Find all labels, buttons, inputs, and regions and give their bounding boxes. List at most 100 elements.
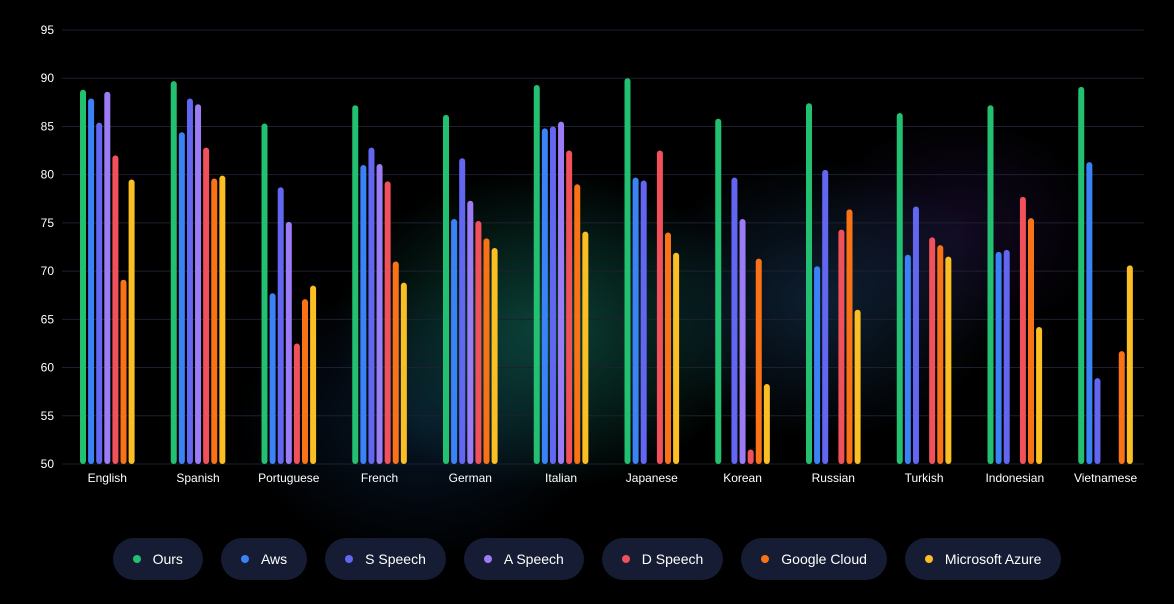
- legend-item-microsoft-azure[interactable]: Microsoft Azure: [904, 538, 1062, 580]
- bar-google-cloud-spanish: [211, 178, 218, 464]
- bar-ours-english: [80, 89, 86, 464]
- bar-d-speech-turkish: [929, 237, 936, 464]
- y-tick-label: 55: [41, 409, 55, 423]
- bar-ours-german: [443, 114, 449, 465]
- bar-aws-english: [88, 98, 95, 464]
- legend-dot-icon: [761, 555, 770, 563]
- bar-ours-korean: [715, 118, 722, 465]
- bar-google-cloud-german: [483, 238, 490, 464]
- bar-google-cloud-portuguese: [302, 299, 308, 464]
- x-tick-label: Turkish: [905, 471, 944, 485]
- bar-aws-vietnamese: [1086, 162, 1093, 464]
- x-tick-label: Indonesian: [985, 471, 1044, 485]
- bar-a-speech-spanish: [195, 104, 202, 465]
- bar-s-speech-japanese: [640, 180, 647, 464]
- legend-dot-icon: [132, 555, 141, 563]
- bar-chart: 50 55 60 65 70 75 80 85 90 95 English Spanish Portu…: [41, 23, 1144, 485]
- bar-microsoft-azure-japanese: [673, 252, 680, 464]
- bar-aws-italian: [541, 128, 548, 464]
- bar-microsoft-azure-french: [400, 282, 407, 464]
- bar-d-speech-russian: [838, 229, 845, 464]
- bar-google-cloud-indonesian: [1028, 218, 1034, 464]
- bars: [80, 78, 1133, 465]
- legend-item-s-speech[interactable]: S Speech: [325, 538, 446, 580]
- bar-s-speech-portuguese: [277, 187, 284, 464]
- y-tick-label: 60: [41, 361, 55, 375]
- y-tick-label: 70: [41, 264, 55, 278]
- x-tick-label: Vietnamese: [1074, 471, 1137, 485]
- legend: Ours Aws S Speech A Speech D Speech Google Cl…: [0, 538, 1174, 580]
- bar-aws-japanese: [632, 177, 639, 464]
- bar-d-speech-german: [475, 220, 482, 464]
- bar-d-speech-korean: [747, 449, 754, 464]
- bar-a-speech-french: [376, 164, 383, 464]
- legend-item-a-speech[interactable]: A Speech: [463, 538, 584, 580]
- bar-ours-russian: [806, 103, 812, 464]
- x-tick-label: German: [449, 471, 492, 485]
- bar-ours-italian: [533, 84, 540, 465]
- x-tick-label: Portuguese: [258, 471, 320, 485]
- bar-d-speech-french: [384, 181, 391, 464]
- legend-item-ours[interactable]: Ours: [112, 538, 203, 580]
- bar-a-speech-italian: [558, 121, 565, 464]
- x-tick-label: Russian: [812, 471, 855, 485]
- y-tick-label: 75: [41, 216, 55, 230]
- bar-s-speech-german: [459, 158, 466, 464]
- legend-label: D Speech: [641, 551, 704, 567]
- legend-dot-icon: [345, 555, 354, 563]
- bar-s-speech-italian: [549, 126, 556, 464]
- bar-s-speech-english: [96, 122, 103, 464]
- x-tick-label: Japanese: [626, 471, 678, 485]
- bar-google-cloud-english: [120, 279, 127, 464]
- bar-microsoft-azure-indonesian: [1036, 327, 1043, 464]
- legend-item-aws[interactable]: Aws: [220, 538, 308, 580]
- bar-s-speech-korean: [731, 177, 738, 464]
- bar-google-cloud-russian: [846, 209, 853, 464]
- bar-d-speech-portuguese: [293, 343, 300, 464]
- bar-google-cloud-french: [392, 261, 399, 464]
- bar-ours-indonesian: [987, 105, 994, 464]
- bar-s-speech-turkish: [912, 206, 919, 464]
- bar-s-speech-indonesian: [1003, 249, 1010, 464]
- legend-item-d-speech[interactable]: D Speech: [601, 538, 724, 580]
- y-tick-label: 65: [41, 312, 55, 326]
- legend-label: S Speech: [365, 551, 426, 567]
- bar-a-speech-portuguese: [285, 221, 292, 464]
- bar-ours-spanish: [170, 81, 177, 465]
- bar-google-cloud-vietnamese: [1118, 351, 1125, 464]
- x-tick-label: French: [361, 471, 398, 485]
- bar-d-speech-japanese: [656, 150, 663, 465]
- bar-s-speech-russian: [822, 169, 829, 464]
- bar-ours-vietnamese: [1078, 86, 1085, 464]
- legend-label: Microsoft Azure: [944, 551, 1042, 567]
- bar-google-cloud-japanese: [665, 232, 671, 464]
- legend-label: Aws: [260, 551, 288, 567]
- bar-d-speech-spanish: [203, 147, 210, 464]
- bar-a-speech-german: [467, 200, 474, 464]
- bar-microsoft-azure-portuguese: [310, 285, 317, 464]
- legend-item-google-cloud[interactable]: Google Cloud: [741, 538, 887, 580]
- bar-ours-japanese: [624, 78, 631, 464]
- bar-microsoft-azure-vietnamese: [1126, 265, 1133, 464]
- bar-s-speech-vietnamese: [1094, 378, 1101, 464]
- gridlines: [62, 29, 1144, 465]
- x-tick-label: Spanish: [176, 471, 219, 485]
- y-tick-label: 80: [41, 168, 55, 182]
- bar-aws-indonesian: [995, 251, 1002, 464]
- bar-ours-french: [352, 105, 359, 464]
- legend-label: Google Cloud: [781, 551, 867, 567]
- bar-microsoft-azure-english: [128, 179, 135, 464]
- bar-s-speech-french: [368, 147, 375, 464]
- bar-d-speech-italian: [566, 150, 573, 465]
- bar-microsoft-azure-korean: [763, 383, 770, 464]
- legend-dot-icon: [621, 555, 630, 563]
- x-tick-label: English: [88, 471, 127, 485]
- bar-microsoft-azure-italian: [582, 231, 589, 464]
- bar-d-speech-indonesian: [1019, 196, 1026, 465]
- y-tick-label: 90: [41, 71, 55, 85]
- y-tick-label: 50: [41, 457, 55, 471]
- legend-dot-icon: [240, 555, 249, 563]
- x-tick-label: Korean: [723, 471, 762, 485]
- bar-aws-portuguese: [269, 293, 276, 464]
- bar-google-cloud-italian: [574, 184, 581, 465]
